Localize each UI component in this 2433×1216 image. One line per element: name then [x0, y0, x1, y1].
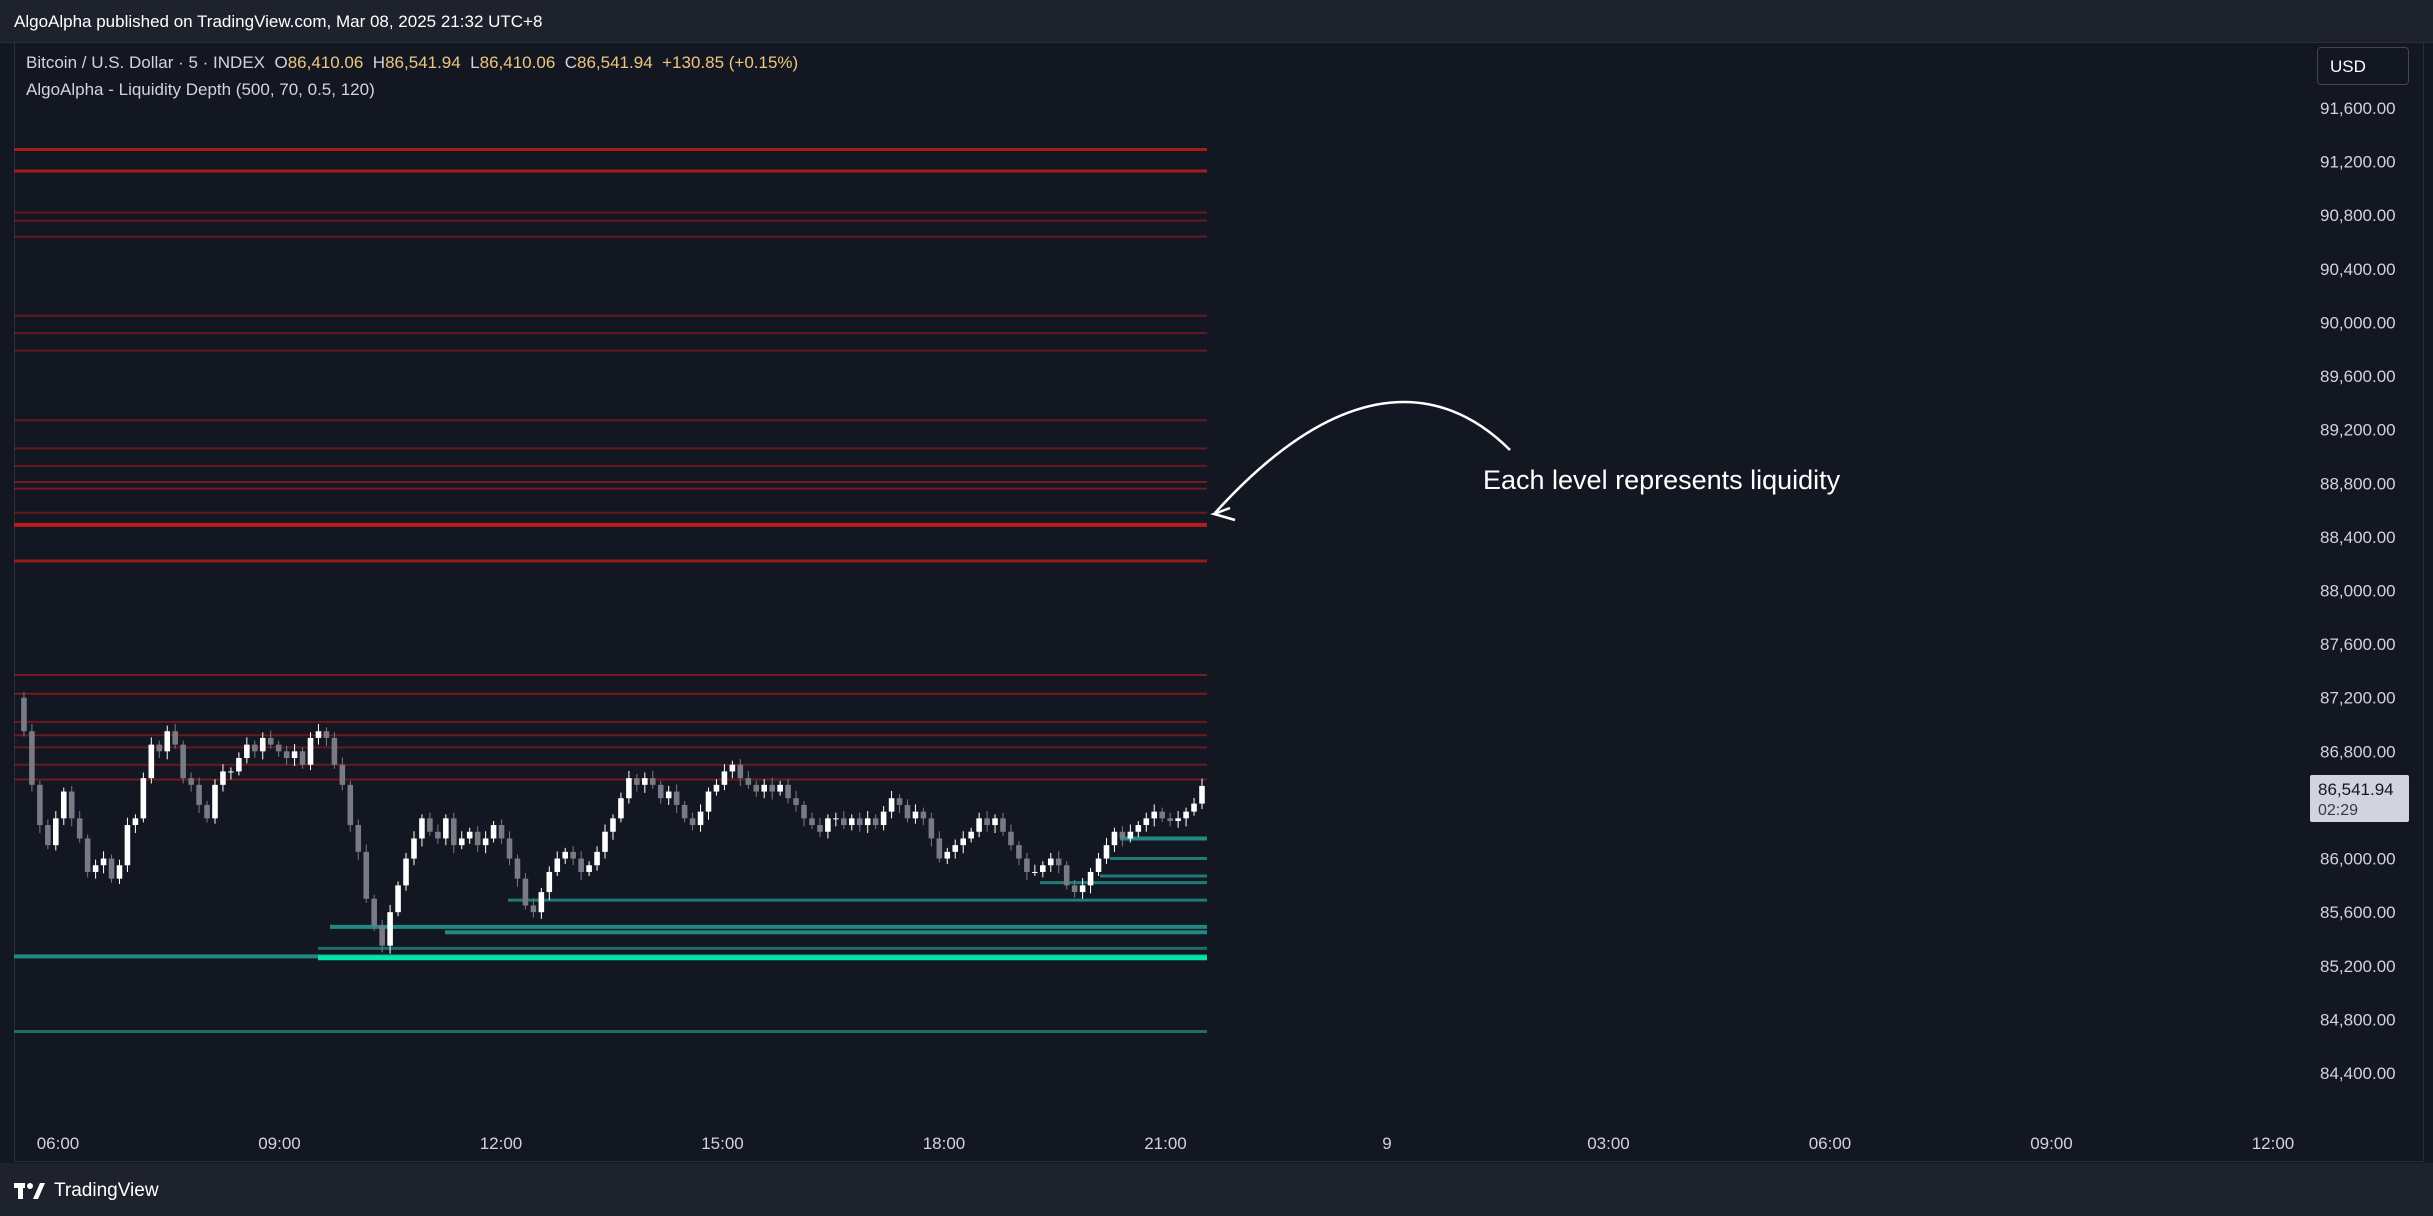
symbol-legend[interactable]: Bitcoin / U.S. Dollar · 5 · INDEX O86,41… [26, 53, 798, 73]
chart-panel[interactable] [14, 42, 2424, 1162]
high-label: H [372, 53, 386, 72]
close-value: 86,541.94 [577, 53, 653, 72]
tradingview-logo-icon [14, 1183, 45, 1199]
publish-header: AlgoAlpha published on TradingView.com, … [0, 0, 2433, 43]
brand-name: TradingView [54, 1180, 159, 1201]
published-text: AlgoAlpha published on TradingView.com, … [14, 12, 543, 31]
low-value: 86,410.06 [479, 53, 556, 72]
indicator-legend[interactable]: AlgoAlpha - Liquidity Depth (500, 70, 0.… [26, 80, 375, 99]
close-label: C [564, 53, 578, 72]
open-label: O [274, 53, 288, 72]
tradingview-brand[interactable]: TradingView [14, 1180, 159, 1202]
symbol-name[interactable]: Bitcoin / U.S. Dollar · 5 · INDEX [26, 53, 266, 72]
low-label: L [470, 53, 480, 72]
high-value: 86,541.94 [385, 53, 461, 72]
change-value: +130.85 (+0.15%) [662, 53, 799, 72]
currency-button[interactable]: USD [2317, 47, 2409, 85]
footer-bar [0, 1163, 2433, 1216]
open-value: 86,410.06 [287, 53, 364, 72]
